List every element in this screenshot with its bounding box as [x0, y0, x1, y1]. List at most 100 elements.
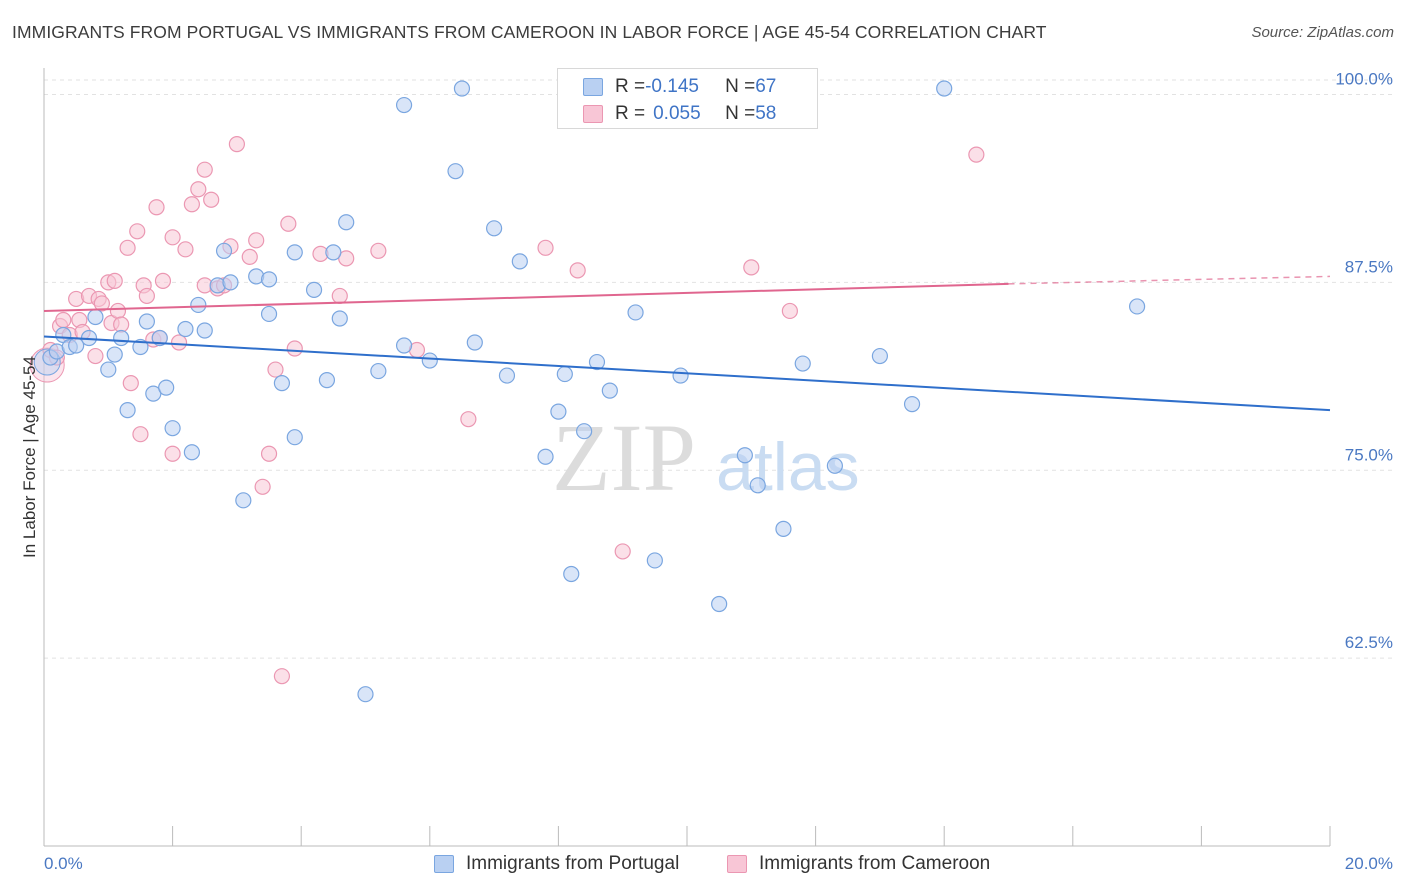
watermark-zip: ZIP [552, 404, 696, 511]
data-point-portugal [286, 244, 303, 261]
data-point-cameroon [280, 215, 297, 232]
data-point-cameroon [154, 272, 172, 289]
data-point-portugal [370, 362, 387, 380]
legend-label-cameroon: Immigrants from Cameroon [759, 853, 991, 874]
data-point-portugal [601, 382, 618, 399]
data-point-portugal [466, 334, 483, 351]
data-point-portugal [421, 352, 438, 369]
data-point-cameroon [260, 445, 278, 462]
gridlines [44, 79, 1392, 659]
data-point-cameroon [203, 191, 220, 208]
data-point-portugal [132, 338, 149, 356]
r-label: R = [615, 103, 646, 124]
data-point-portugal [87, 308, 104, 326]
data-point-portugal [486, 220, 503, 237]
cameroon-swatch [727, 855, 747, 873]
trend-line-cameroon-extension [1008, 275, 1331, 285]
data-point-portugal [338, 214, 355, 231]
data-point-cameroon [331, 287, 348, 305]
data-point-cameroon [132, 426, 149, 443]
data-point-portugal [113, 329, 130, 347]
data-point-portugal [273, 374, 291, 392]
trend-line-portugal [43, 335, 1331, 412]
data-point-portugal [588, 353, 606, 371]
chart-title: IMMIGRANTS FROM PORTUGAL VS IMMIGRANTS F… [12, 22, 1047, 42]
y-tick-label: 75.0% [1345, 445, 1393, 464]
data-point-portugal [550, 403, 567, 420]
data-point-portugal [537, 448, 554, 465]
y-tick-label: 62.5% [1345, 633, 1393, 652]
data-point-cameroon [370, 242, 387, 259]
data-point-cameroon [743, 259, 760, 276]
portugal-swatch [434, 855, 454, 873]
data-point-portugal [151, 329, 168, 347]
data-point-portugal [903, 396, 921, 413]
data-point-portugal [235, 492, 252, 509]
data-point-portugal [305, 281, 323, 299]
bottom-legend: Immigrants from Portugal Immigrants from… [0, 852, 1406, 878]
data-point-cameroon [55, 311, 72, 329]
data-point-portugal [511, 253, 528, 270]
data-point-portugal [260, 305, 278, 323]
data-point-portugal [556, 365, 573, 383]
data-point-cameroon [164, 229, 181, 246]
data-point-portugal [447, 163, 464, 180]
data-point-portugal [158, 379, 175, 396]
data-point-portugal [164, 420, 181, 437]
data-point-cameroon [267, 361, 284, 378]
y-axis-label: In Labor Force | Age 45-54 [20, 356, 39, 558]
tick-labels: 62.5% 75.0% 87.5% 100.0% 0.0% 20.0% [44, 70, 1393, 873]
legend-item-cameroon[interactable]: Immigrants from Cameroon [727, 852, 990, 876]
data-point-cameroon [614, 543, 631, 560]
data-point-cameroon [177, 241, 194, 258]
data-point-cameroon [113, 316, 130, 333]
data-point-cameroon [138, 287, 155, 305]
data-point-portugal [711, 595, 728, 613]
data-point-portugal [395, 96, 413, 114]
y-tick-label: 87.5% [1345, 257, 1393, 276]
data-point-portugal [222, 274, 239, 291]
data-point-portugal [672, 367, 689, 384]
data-point-cameroon [228, 136, 245, 153]
legend-item-portugal[interactable]: Immigrants from Portugal [434, 852, 679, 876]
data-point-cameroon [241, 248, 258, 265]
data-point-portugal [936, 80, 953, 97]
data-point-cameroon [119, 239, 136, 256]
data-point-cameroon [460, 411, 477, 428]
data-point-portugal [183, 444, 200, 461]
axes [43, 68, 1331, 847]
data-point-cameroon [170, 334, 188, 351]
watermark: ZIP atlas [552, 404, 860, 511]
data-point-portugal [286, 429, 303, 446]
data-point-portugal [453, 80, 471, 97]
n-label: N = [725, 103, 756, 124]
data-point-cameroon [273, 668, 291, 685]
data-point-portugal [357, 686, 374, 703]
data-point-portugal [794, 355, 811, 372]
data-point-cameroon [109, 302, 127, 320]
n-value: 67 [755, 76, 777, 97]
data-point-portugal [576, 423, 593, 440]
stats-legend: R = -0.145 N = 67 R = 0.055 N = 58 [557, 68, 818, 129]
series-cameroon-points [29, 136, 985, 685]
data-point-cameroon [781, 302, 798, 320]
data-point-cameroon [122, 374, 139, 392]
legend-label-portugal: Immigrants from Portugal [466, 853, 680, 874]
data-point-portugal [736, 447, 753, 464]
data-point-portugal [395, 337, 413, 354]
data-point-portugal [563, 565, 580, 583]
x-tick-label-max: 20.0% [1345, 854, 1393, 873]
trend-lines [43, 275, 1331, 412]
data-point-portugal [775, 520, 792, 537]
data-point-cameroon [87, 347, 104, 365]
data-point-portugal [871, 347, 889, 365]
data-point-portugal [627, 304, 644, 321]
stats-row-portugal: R = -0.145 N = 67 [583, 75, 776, 99]
data-point-portugal [100, 361, 117, 378]
data-point-portugal [749, 477, 766, 494]
data-point-portugal [106, 346, 123, 363]
data-point-cameroon [286, 340, 303, 357]
data-point-portugal [318, 371, 336, 389]
portugal-swatch [583, 78, 603, 96]
data-point-portugal [331, 310, 348, 327]
